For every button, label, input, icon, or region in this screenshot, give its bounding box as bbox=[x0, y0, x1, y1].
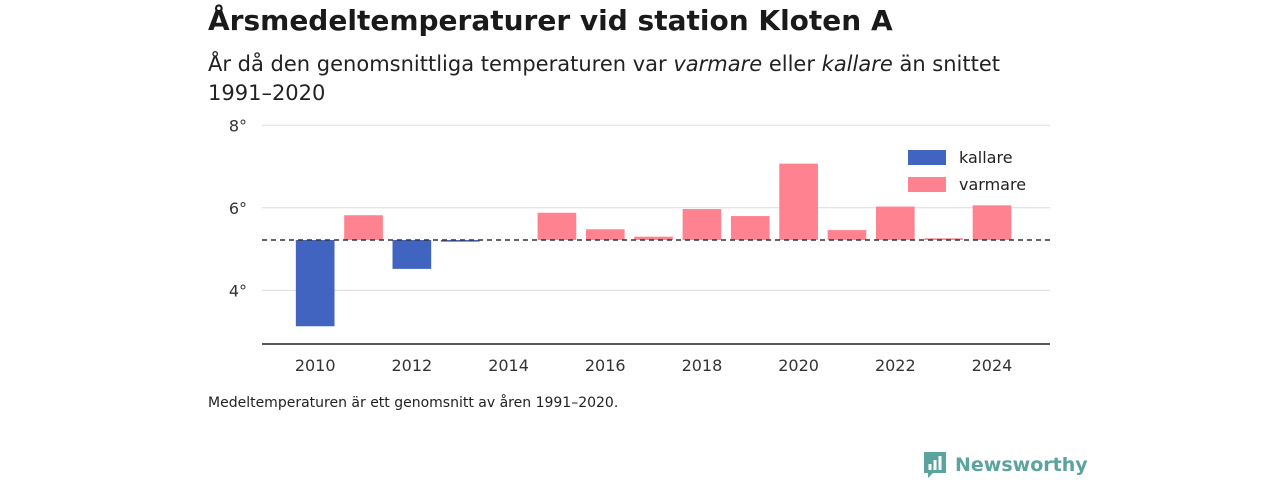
subtitle-cold-word: kallare bbox=[821, 52, 893, 76]
legend-swatch-varmare bbox=[908, 177, 946, 192]
legend-swatch-kallare bbox=[908, 150, 946, 165]
x-tick-label-2012: 2012 bbox=[392, 356, 433, 375]
bar-2020 bbox=[779, 163, 818, 240]
x-tick-label-2018: 2018 bbox=[682, 356, 723, 375]
bar-2021 bbox=[827, 230, 867, 240]
x-tick-label-2016: 2016 bbox=[585, 356, 626, 375]
bar-2024 bbox=[972, 205, 1012, 240]
bars bbox=[295, 163, 1012, 327]
subtitle-part-1: År då den genomsnittliga temperaturen va… bbox=[208, 52, 674, 76]
legend-label-kallare: kallare bbox=[959, 148, 1013, 167]
bar-2019 bbox=[730, 216, 770, 240]
bar-chart: 4°6°8° 2010 2012 2014 2016 2018 2020 2022 2024 … bbox=[229, 116, 1050, 375]
bar-2018 bbox=[682, 209, 722, 240]
bar-2023 bbox=[924, 238, 963, 240]
footnote: Medeltemperaturen är ett genomsnitt av å… bbox=[208, 395, 619, 411]
subtitle-part-3: än snittet 1991–2020 bbox=[208, 52, 1001, 105]
newsworthy-logo-icon bbox=[924, 452, 946, 478]
legend: kallare varmare bbox=[908, 148, 1026, 194]
brand-name: Newsworthy bbox=[955, 454, 1088, 476]
chart-subtitle: År då den genomsnittliga temperaturen va… bbox=[208, 50, 1028, 108]
x-tick-label-2020: 2020 bbox=[778, 356, 819, 375]
grid-lines bbox=[262, 124, 1050, 291]
subtitle-part-2: eller bbox=[762, 52, 822, 76]
bar-2017 bbox=[634, 236, 673, 240]
bar-2012 bbox=[392, 239, 432, 269]
x-tick-label-2010: 2010 bbox=[295, 356, 336, 375]
bar-2015 bbox=[537, 212, 577, 240]
y-tick-label-4: 4° bbox=[229, 281, 247, 300]
bar-2016 bbox=[585, 229, 625, 240]
subtitle-warm-word: varmare bbox=[673, 52, 763, 76]
x-tick-label-2024: 2024 bbox=[972, 356, 1013, 375]
bar-2013 bbox=[440, 239, 480, 242]
brand[interactable]: Newsworthy bbox=[922, 450, 1088, 480]
bar-2011 bbox=[344, 215, 383, 240]
x-tick-label-2022: 2022 bbox=[875, 356, 916, 375]
y-axis-tick-labels: 4° 6° 8° bbox=[229, 116, 247, 300]
bar-2010 bbox=[295, 239, 335, 327]
y-tick-label-6: 6° bbox=[229, 199, 247, 218]
legend-label-varmare: varmare bbox=[959, 175, 1026, 194]
x-axis-tick-labels: 2010 2012 2014 2016 2018 2020 2022 2024 bbox=[295, 356, 1013, 375]
x-tick-label-2014: 2014 bbox=[488, 356, 529, 375]
bar-2022 bbox=[875, 206, 915, 240]
chart-title: Årsmedeltemperaturer vid station Kloten … bbox=[208, 4, 893, 37]
y-tick-label-8: 8° bbox=[229, 116, 247, 135]
